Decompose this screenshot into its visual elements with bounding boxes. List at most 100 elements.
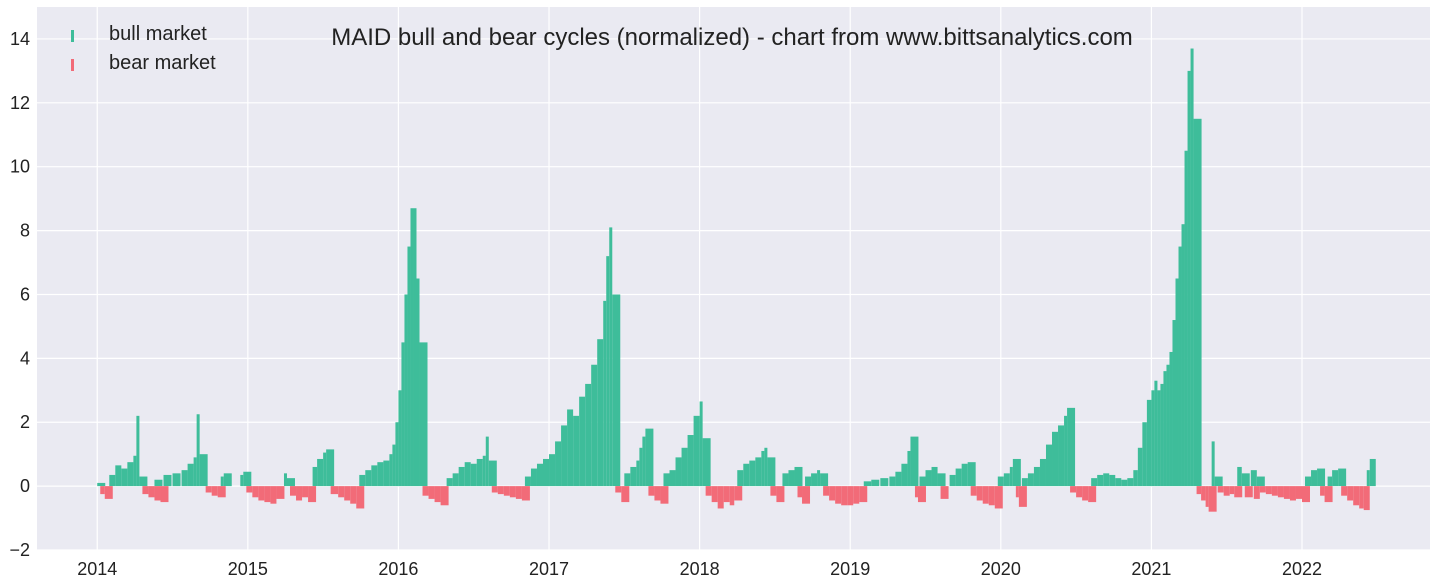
bull-bar bbox=[636, 460, 640, 487]
bull-bar bbox=[955, 468, 962, 487]
bull-bar bbox=[1250, 470, 1257, 487]
bear-bar bbox=[1223, 486, 1230, 496]
bear-bar bbox=[296, 486, 303, 501]
bull-bar bbox=[359, 474, 366, 487]
bull-bar bbox=[1193, 118, 1202, 487]
bull-bar bbox=[606, 256, 610, 487]
bull-bar bbox=[693, 415, 700, 487]
bull-bar bbox=[1012, 458, 1021, 487]
bear-bar bbox=[654, 486, 661, 501]
bull-bar bbox=[383, 460, 390, 487]
bull-bar bbox=[1109, 474, 1116, 487]
bear-bar bbox=[521, 486, 530, 501]
bear-bar bbox=[1217, 486, 1224, 493]
y-tick-label: 10 bbox=[10, 157, 30, 177]
bear-bar bbox=[1271, 486, 1278, 496]
bull-bar bbox=[1021, 478, 1028, 487]
bull-bar bbox=[398, 390, 402, 487]
bull-bar bbox=[925, 470, 932, 487]
bull-bar bbox=[967, 462, 976, 487]
bear-bar bbox=[422, 486, 429, 496]
bull-bar bbox=[1127, 478, 1134, 487]
bear-bar bbox=[729, 486, 735, 506]
bull-bar bbox=[317, 458, 324, 487]
bear-bar bbox=[797, 486, 803, 498]
bear-bar bbox=[847, 486, 854, 506]
bull-bar bbox=[395, 422, 399, 487]
bull-bar bbox=[413, 208, 417, 487]
bull-bar bbox=[1142, 422, 1147, 487]
bear-bar bbox=[1088, 486, 1097, 503]
bull-bar bbox=[482, 455, 486, 487]
bull-bar bbox=[755, 457, 762, 487]
bull-bar bbox=[1305, 476, 1312, 487]
bull-bar bbox=[871, 479, 880, 487]
y-tick-label: 14 bbox=[10, 29, 30, 49]
bear-bar bbox=[1208, 486, 1217, 512]
bull-bar bbox=[1187, 70, 1191, 487]
bear-bar bbox=[1082, 486, 1089, 501]
bear-bar bbox=[976, 486, 983, 501]
bear-bar bbox=[104, 486, 113, 499]
bear-bar bbox=[1070, 486, 1077, 493]
bull-bar bbox=[220, 476, 224, 487]
bull-bar bbox=[199, 454, 208, 487]
bear-bar bbox=[1289, 486, 1296, 501]
bear-bar bbox=[988, 486, 995, 506]
bear-bar bbox=[660, 486, 669, 504]
bull-bar bbox=[919, 476, 926, 487]
bull-bar bbox=[401, 342, 405, 487]
bull-bar bbox=[446, 478, 453, 487]
bull-bar bbox=[1009, 466, 1013, 487]
bull-bar bbox=[377, 462, 384, 487]
bull-bar bbox=[419, 342, 428, 487]
legend-bear-marker bbox=[71, 59, 74, 71]
plot-area bbox=[37, 7, 1430, 550]
bull-bar bbox=[702, 438, 711, 487]
x-tick-label: 2019 bbox=[830, 559, 870, 579]
bull-bar bbox=[630, 466, 637, 487]
bear-bar bbox=[734, 486, 743, 501]
chart-title: MAID bull and bear cycles (normalized) -… bbox=[331, 24, 1133, 51]
bull-bar bbox=[283, 473, 287, 487]
x-tick-label: 2014 bbox=[77, 559, 117, 579]
bull-bar bbox=[286, 478, 295, 487]
bull-bar bbox=[743, 463, 750, 487]
bull-bar bbox=[910, 436, 919, 487]
bear-bar bbox=[970, 486, 977, 496]
bear-bar bbox=[1201, 486, 1206, 501]
bear-bar bbox=[440, 486, 449, 506]
bull-bar bbox=[172, 473, 181, 487]
legend: bull market bear market bbox=[71, 23, 216, 74]
bear-bar bbox=[717, 486, 724, 509]
bull-bar bbox=[371, 465, 378, 487]
bull-bar bbox=[1163, 371, 1167, 487]
bear-bar bbox=[994, 486, 1003, 509]
bull-bar bbox=[1154, 380, 1158, 487]
bull-bar bbox=[470, 463, 477, 487]
bull-bar bbox=[452, 473, 459, 487]
bull-bar bbox=[788, 470, 795, 487]
bear-bar bbox=[1015, 486, 1019, 498]
bull-bar bbox=[585, 383, 592, 487]
bear-bar bbox=[914, 486, 918, 498]
bear-bar bbox=[940, 486, 949, 499]
bull-bar bbox=[961, 463, 968, 487]
bull-bar bbox=[1146, 399, 1152, 487]
bull-bar bbox=[1003, 473, 1010, 487]
bear-bar bbox=[434, 486, 441, 503]
bull-bar bbox=[1103, 473, 1110, 487]
bull-bar bbox=[1027, 473, 1034, 487]
bear-bar bbox=[615, 486, 622, 493]
bull-bar bbox=[612, 294, 621, 487]
bull-bar bbox=[458, 466, 465, 487]
bull-bar bbox=[880, 478, 889, 487]
bull-bar bbox=[389, 454, 393, 487]
bear-bar bbox=[982, 486, 989, 504]
bear-bar bbox=[1295, 486, 1302, 499]
x-tick-label: 2022 bbox=[1282, 559, 1322, 579]
bull-bar bbox=[410, 208, 414, 487]
bull-bar bbox=[1058, 425, 1065, 487]
bull-bar bbox=[365, 470, 372, 487]
